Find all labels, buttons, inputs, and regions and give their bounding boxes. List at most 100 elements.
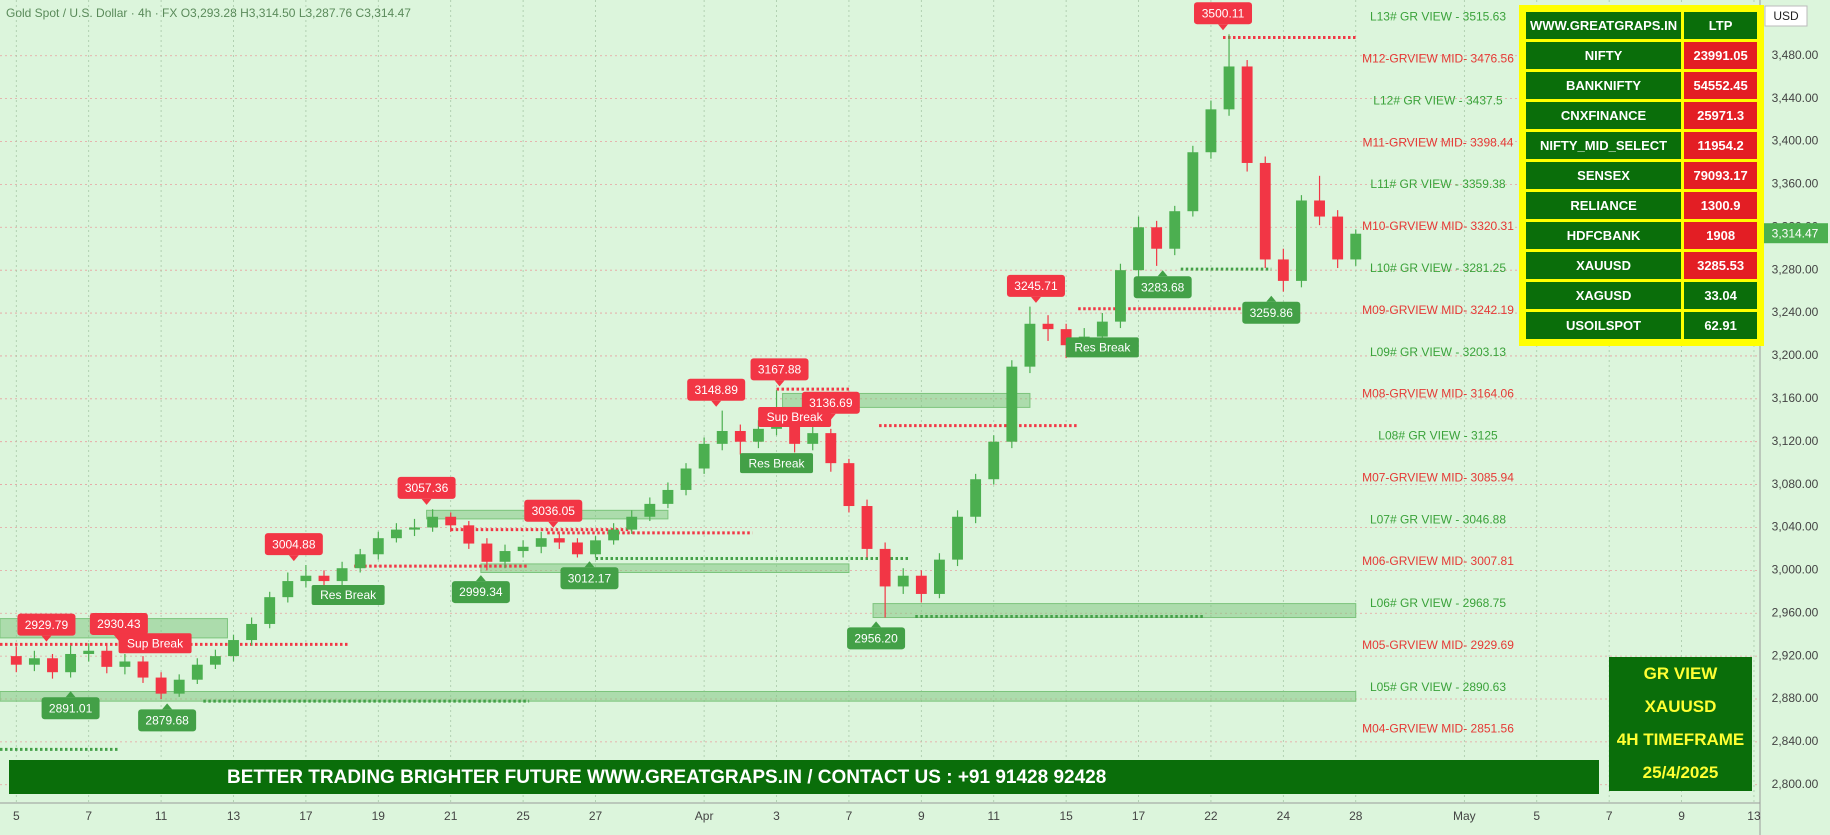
callout-box	[1133, 276, 1192, 299]
ltp: 3285.53	[1684, 252, 1758, 279]
x-tick-label: 22	[1204, 809, 1218, 823]
ltp: 1908	[1684, 222, 1758, 249]
callout-pointer	[41, 635, 52, 642]
x-tick-label: 7	[846, 809, 853, 823]
candle-body	[1096, 321, 1108, 337]
symbol: XAGUSD	[1526, 282, 1682, 309]
gr-line: 25/4/2025	[1642, 763, 1719, 782]
callout-box	[89, 612, 148, 635]
callout-label: 3012.17	[568, 571, 612, 585]
candle-body	[336, 568, 348, 582]
candle-body	[10, 656, 22, 665]
candle-body	[119, 661, 131, 667]
symbol: NIFTY_MID_SELECT	[1526, 132, 1682, 159]
callout-pointer	[548, 521, 559, 528]
y-tick-label: 3,120.00	[1772, 434, 1819, 448]
candle-body	[1151, 227, 1163, 249]
candle-body	[644, 503, 656, 517]
symbol: BANKNIFTY	[1526, 72, 1682, 99]
level-label: M11-GRVIEW MID- 3398.44	[1363, 135, 1514, 149]
watchlist-row: NIFTY_MID_SELECT 11954.2	[1526, 132, 1758, 159]
currency-box	[1764, 5, 1808, 27]
watchlist-row: CNXFINANCE 25971.3	[1526, 102, 1758, 129]
column-header: LTP	[1684, 12, 1758, 39]
y-tick-label: 3,480.00	[1772, 48, 1819, 62]
symbol: CNXFINANCE	[1526, 102, 1682, 129]
banner: BETTER TRADING BRIGHTER FUTURE WWW.GREAT…	[9, 760, 1599, 794]
watchlist-row: NIFTY 23991.05	[1526, 42, 1758, 69]
callout-label: 3004.88	[272, 537, 316, 551]
level-label: L09# GR VIEW - 3203.13	[1370, 345, 1506, 359]
candle-body	[843, 463, 855, 507]
watchlist-row: XAGUSD 33.04	[1526, 282, 1758, 309]
candle-body	[1205, 109, 1217, 153]
callout-pointer	[475, 575, 486, 582]
callout-box	[1194, 2, 1253, 25]
symbol: RELIANCE	[1526, 192, 1682, 219]
candle-body	[1296, 200, 1307, 281]
annotation-label: Sup Break	[127, 636, 184, 650]
candle-body	[590, 540, 601, 555]
candle-body	[1259, 162, 1271, 260]
candle-body	[970, 479, 982, 517]
level-label: L08# GR VIEW - 3125	[1378, 429, 1498, 443]
callout-box	[560, 567, 619, 590]
candle-body	[734, 430, 746, 442]
watchlist-row: BANKNIFTY 54552.45	[1526, 72, 1758, 99]
y-tick-label: 3,000.00	[1772, 563, 1819, 577]
candle-body	[318, 575, 330, 582]
candle-body	[680, 468, 692, 490]
symbol: USOILSPOT	[1526, 312, 1682, 339]
annotation-label: Sup Break	[767, 410, 824, 424]
annotation-box	[1065, 337, 1139, 358]
x-tick-label: 11	[987, 809, 1000, 823]
x-tick-label: 5	[13, 809, 20, 823]
callout-label: 2999.34	[459, 585, 503, 599]
x-tick-label: 17	[1132, 809, 1146, 823]
candle-body	[137, 661, 149, 678]
watchlist: WWW.GREATGRAPS.IN LTP NIFTY 23991.05 BANKNIF…	[1519, 5, 1765, 346]
y-tick-label: 2,880.00	[1772, 691, 1819, 705]
callout-pointer	[65, 691, 76, 698]
x-tick-label: Apr	[695, 809, 714, 823]
ltp: 23991.05	[1684, 42, 1758, 69]
y-tick-label: 2,800.00	[1772, 777, 1819, 791]
callout-box	[687, 378, 746, 401]
x-tick-label: 7	[1606, 809, 1613, 823]
symbol: XAUUSD	[1526, 252, 1682, 279]
zone	[872, 603, 1357, 619]
y-tick-label: 3,360.00	[1772, 177, 1819, 191]
x-tick-label: 9	[918, 809, 925, 823]
callout-box	[750, 358, 809, 381]
watchlist-row: HDFCBANK 1908	[1526, 222, 1758, 249]
candle-body	[83, 650, 95, 654]
candle-body	[1314, 200, 1325, 217]
x-tick-label: 19	[372, 809, 386, 823]
callout-pointer	[288, 555, 299, 562]
candle-body	[1115, 270, 1126, 322]
watchlist-row: SENSEX 79093.17	[1526, 162, 1758, 189]
y-tick-label: 3,280.00	[1772, 262, 1819, 276]
candle-body	[934, 559, 945, 594]
candle-body	[282, 581, 294, 598]
candle-body	[481, 543, 493, 562]
x-tick-label: 17	[299, 809, 313, 823]
candle-body	[1223, 66, 1235, 110]
callout-label: 2879.68	[145, 714, 189, 728]
candle-body	[535, 538, 547, 547]
candle-body	[988, 441, 1000, 480]
y-tick-label: 3,200.00	[1772, 348, 1819, 362]
candle-body	[571, 542, 583, 555]
watchlist-row: USOILSPOT 62.91	[1526, 312, 1758, 339]
callout-box	[1242, 301, 1301, 324]
callout-pointer	[871, 621, 882, 628]
candle-body	[952, 516, 963, 560]
candle-body	[1241, 66, 1253, 163]
watchlist-row: XAUUSD 3285.53	[1526, 252, 1758, 279]
level-label: M12-GRVIEW MID- 3476.56	[1362, 52, 1514, 66]
annotation-label: Res Break	[1074, 341, 1131, 355]
candle-body	[915, 575, 927, 594]
candle-body	[173, 679, 185, 694]
candle-body	[662, 489, 674, 504]
